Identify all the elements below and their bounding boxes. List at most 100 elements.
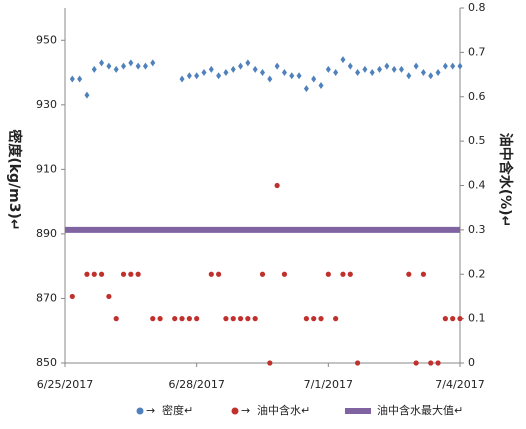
density-point <box>121 62 127 70</box>
water-point <box>194 316 200 322</box>
y-axis-label: 密度(kg/m3)↵ <box>6 128 23 230</box>
water-point <box>267 360 273 366</box>
density-point <box>84 91 90 99</box>
water-point <box>179 316 185 322</box>
density-point <box>91 65 97 73</box>
density-point <box>99 59 105 67</box>
water-point <box>457 316 463 322</box>
density-point <box>201 69 207 77</box>
water-point <box>135 271 141 277</box>
y-tick-label: 890 <box>36 227 57 240</box>
density-point <box>435 69 441 77</box>
density-point <box>150 59 156 67</box>
water-point <box>91 271 97 277</box>
density-point <box>406 72 412 80</box>
density-point <box>457 62 463 70</box>
density-point <box>194 72 200 80</box>
density-point <box>252 65 258 73</box>
water-point <box>347 271 353 277</box>
y2-tick-label: 0.8 <box>468 1 486 14</box>
y2-tick-label: 0.6 <box>468 90 486 103</box>
water-point <box>442 316 448 322</box>
density-point <box>347 62 353 70</box>
y2-axis-label: 油中含水(%)↵ <box>497 133 514 228</box>
water-point <box>311 316 317 322</box>
y2-tick-label: 0.2 <box>468 267 486 280</box>
density-point <box>128 59 134 67</box>
x-tick-label: 7/1/2017 <box>304 378 353 391</box>
y2-tick-label: 0.3 <box>468 223 486 236</box>
density-point <box>281 69 287 77</box>
water-point <box>128 271 134 277</box>
water-point <box>230 316 236 322</box>
y-tick-label: 930 <box>36 98 57 111</box>
density-point <box>289 72 295 80</box>
density-point <box>69 75 75 83</box>
legend-arrow: → <box>146 404 155 417</box>
legend-arrow: → <box>241 404 250 417</box>
water-point <box>325 271 331 277</box>
density-point <box>238 62 244 70</box>
legend-label: 油中含水最大值↵ <box>377 403 463 417</box>
density-point <box>113 65 119 73</box>
water-point <box>435 360 441 366</box>
density-point <box>362 65 368 73</box>
water-point <box>69 293 75 300</box>
legend-label: 密度↵ <box>162 403 193 417</box>
density-point <box>420 69 426 77</box>
water-point <box>333 316 339 322</box>
density-point <box>106 62 112 70</box>
density-point <box>135 62 141 70</box>
y2-tick-label: 0.4 <box>468 179 486 192</box>
water-point <box>420 271 427 277</box>
density-point <box>223 69 229 77</box>
water-point <box>281 271 288 277</box>
density-point <box>311 75 317 83</box>
density-point <box>333 69 339 77</box>
density-point <box>442 62 448 70</box>
density-point <box>325 65 331 73</box>
density-point <box>260 69 265 77</box>
density-point <box>355 69 361 77</box>
y-tick-label: 870 <box>36 291 57 304</box>
y-tick-label: 910 <box>36 162 57 175</box>
water-point <box>113 316 119 322</box>
density-point <box>377 65 383 73</box>
density-point <box>398 65 404 73</box>
legend-swatch <box>231 407 239 415</box>
legend: → 密度↵ → 油中含水↵ 油中含水最大值↵ <box>136 403 463 417</box>
density-point <box>428 72 434 80</box>
water-point <box>84 271 90 277</box>
water-point <box>252 316 258 322</box>
density-point <box>413 62 419 70</box>
water-point <box>186 316 192 322</box>
water-point <box>216 271 222 277</box>
water-point <box>318 316 324 322</box>
water-point <box>413 360 419 366</box>
water-point <box>237 316 244 322</box>
density-point <box>296 72 302 80</box>
legend-swatch <box>136 407 144 415</box>
water-point <box>340 271 346 277</box>
y2-tick-label: 0.5 <box>468 134 486 147</box>
water-point <box>259 271 266 277</box>
water-point <box>172 316 178 322</box>
density-point <box>274 62 280 70</box>
y2-tick-label: 0.7 <box>468 45 486 58</box>
water-point <box>157 316 163 322</box>
water-point <box>450 316 456 322</box>
density-point <box>318 81 324 89</box>
density-point <box>230 65 236 73</box>
water-point <box>428 360 434 366</box>
density-point <box>384 62 390 70</box>
water-point <box>245 316 251 322</box>
density-point <box>340 56 346 64</box>
density-point <box>450 62 456 70</box>
density-point <box>179 75 185 83</box>
water-point <box>303 316 309 322</box>
y2-tick-label: 0.1 <box>468 312 486 325</box>
water-point <box>98 271 105 277</box>
water-point <box>354 360 361 366</box>
